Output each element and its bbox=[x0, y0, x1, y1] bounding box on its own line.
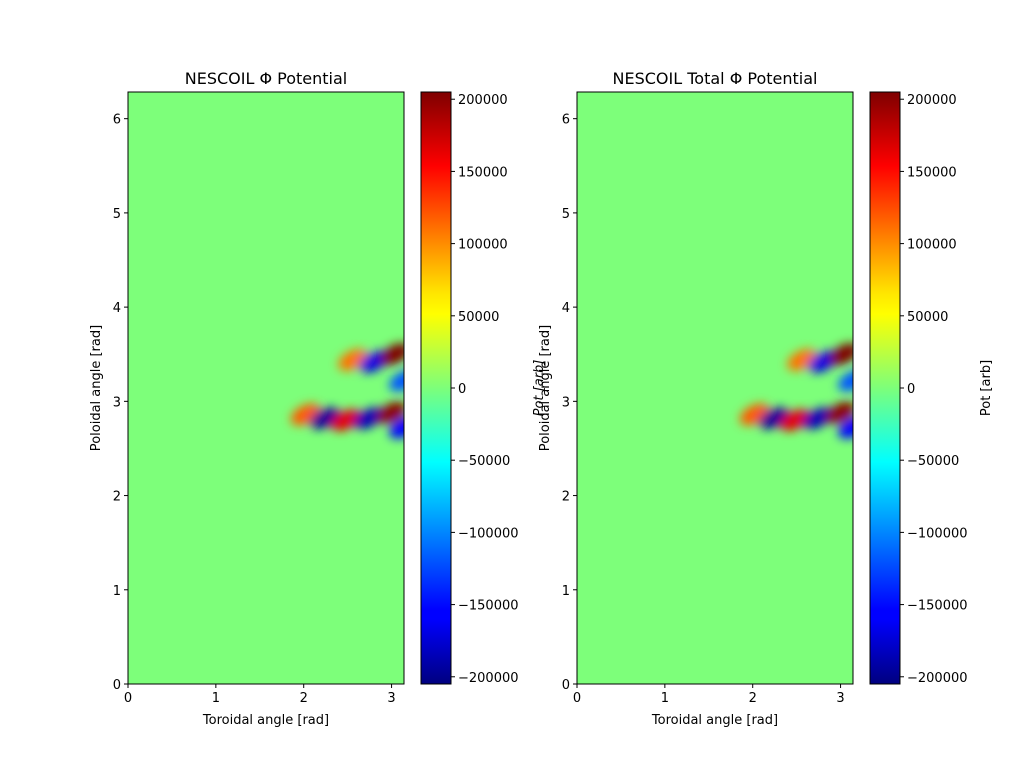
y-tick-label: 4 bbox=[113, 301, 121, 316]
plot-title: NESCOIL Total Φ Potential bbox=[613, 69, 818, 88]
x-tick-label: 0 bbox=[573, 691, 581, 706]
heatmap-feature bbox=[825, 401, 853, 424]
y-tick-label: 5 bbox=[562, 207, 570, 222]
colorbar bbox=[420, 91, 452, 685]
colorbar-tick-label: 50000 bbox=[458, 310, 499, 325]
x-tick-label: 1 bbox=[212, 691, 220, 706]
plot-frame bbox=[127, 91, 405, 685]
y-tick-label: 6 bbox=[113, 113, 121, 128]
y-tick-label: 0 bbox=[562, 678, 570, 693]
y-ticks: 0 1 2 3 4 5 6 bbox=[113, 113, 128, 693]
colorbar-tick-label: 0 bbox=[907, 382, 915, 397]
colorbar bbox=[869, 91, 901, 685]
heatmap-background bbox=[128, 92, 404, 684]
heatmap-features bbox=[290, 343, 404, 439]
heatmap-feature bbox=[829, 343, 853, 366]
colorbar-tick-label: −100000 bbox=[907, 526, 968, 541]
heatmap-feature bbox=[376, 401, 404, 424]
y-tick-label: 0 bbox=[113, 678, 121, 693]
plot-area bbox=[577, 92, 853, 684]
y-tick-label: 1 bbox=[113, 584, 121, 599]
colorbar-tick-label: 150000 bbox=[907, 165, 957, 180]
colorbar-tick-label: 200000 bbox=[907, 93, 957, 108]
colorbar-tick-label: −150000 bbox=[458, 599, 519, 614]
heatmap-feature bbox=[780, 409, 810, 432]
y-ticks: 0 1 2 3 4 5 6 bbox=[562, 113, 577, 693]
heatmap-feature bbox=[802, 407, 833, 430]
plot-area bbox=[128, 92, 404, 684]
y-tick-label: 3 bbox=[113, 395, 121, 410]
plot-title: NESCOIL Φ Potential bbox=[185, 69, 348, 88]
x-tick-label: 3 bbox=[836, 691, 844, 706]
colorbar-tick-label: −150000 bbox=[907, 599, 968, 614]
colorbar-tick-label: 200000 bbox=[458, 93, 508, 108]
colorbar-tick-label: −200000 bbox=[458, 671, 519, 686]
y-axis-label: Poloidal angle [rad] bbox=[89, 325, 104, 451]
colorbar-label: Pot [arb] bbox=[979, 360, 994, 416]
panel-total-potential: NESCOIL Total Φ Potential 0 1 2 3 0 1 2 3 4 5 6 T… bbox=[532, 69, 994, 728]
y-tick-label: 2 bbox=[113, 490, 121, 505]
x-tick-label: 0 bbox=[124, 691, 132, 706]
x-tick-label: 3 bbox=[387, 691, 395, 706]
heatmap-feature bbox=[331, 409, 361, 432]
y-tick-label: 5 bbox=[113, 207, 121, 222]
heatmap-background bbox=[577, 92, 853, 684]
colorbar-tick-label: −50000 bbox=[458, 454, 510, 469]
y-tick-label: 4 bbox=[562, 301, 570, 316]
heatmap-feature bbox=[380, 343, 404, 366]
x-tick-label: 1 bbox=[661, 691, 669, 706]
y-tick-label: 6 bbox=[562, 113, 570, 128]
plot-frame bbox=[576, 91, 854, 685]
colorbar-ticks: −200000 −150000 −100000 −50000 0 50000 100000 1… bbox=[451, 93, 519, 686]
colorbar-ticks: −200000 −150000 −100000 −50000 0 50000 100000 1… bbox=[900, 93, 968, 686]
x-tick-label: 2 bbox=[300, 691, 308, 706]
overlapping-colorbar-label: Pot [arb] bbox=[532, 360, 547, 417]
y-tick-label: 2 bbox=[562, 490, 570, 505]
y-axis-label: Poloidal angle [rad] bbox=[538, 325, 553, 451]
y-tick-label: 3 bbox=[562, 395, 570, 410]
heatmap-feature bbox=[353, 407, 384, 430]
x-axis-label: Toroidal angle [rad] bbox=[651, 713, 778, 728]
colorbar-tick-label: −200000 bbox=[907, 671, 968, 686]
x-ticks: 0 1 2 3 bbox=[124, 684, 396, 706]
x-ticks: 0 1 2 3 bbox=[573, 684, 845, 706]
colorbar-tick-label: 150000 bbox=[458, 165, 508, 180]
panel-potential: NESCOIL Φ Potential 0 1 2 3 0 1 2 3 4 5 6 Toroida… bbox=[89, 69, 519, 728]
colorbar-tick-label: 100000 bbox=[458, 238, 508, 253]
x-axis-label: Toroidal angle [rad] bbox=[202, 713, 329, 728]
colorbar-tick-label: 50000 bbox=[907, 310, 948, 325]
colorbar-tick-label: −50000 bbox=[907, 454, 959, 469]
colorbar-tick-label: 100000 bbox=[907, 238, 957, 253]
colorbar-tick-label: −100000 bbox=[458, 526, 519, 541]
x-tick-label: 2 bbox=[749, 691, 757, 706]
colorbar-tick-label: 0 bbox=[458, 382, 466, 397]
y-tick-label: 1 bbox=[562, 584, 570, 599]
